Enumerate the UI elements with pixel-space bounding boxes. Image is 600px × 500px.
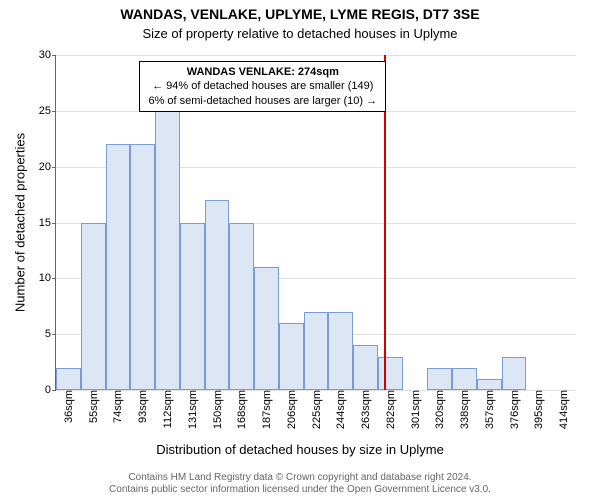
chart-subtitle: Size of property relative to detached ho… <box>0 26 600 41</box>
histogram-bar <box>427 368 452 390</box>
histogram-bar <box>130 144 155 390</box>
y-tick-label: 25 <box>39 105 56 117</box>
y-axis-label: Number of detached properties <box>13 122 28 322</box>
histogram-bar <box>254 267 279 390</box>
x-tick-label: 93sqm <box>135 390 149 423</box>
x-tick-label: 282sqm <box>383 390 397 429</box>
histogram-bar <box>56 368 81 390</box>
y-tick-label: 10 <box>39 272 56 284</box>
x-tick-label: 263sqm <box>358 390 372 429</box>
annotation-title: WANDAS VENLAKE: 274sqm <box>148 65 377 79</box>
x-axis-label: Distribution of detached houses by size … <box>0 442 600 457</box>
y-tick-label: 5 <box>45 328 56 340</box>
histogram-bar <box>205 200 230 390</box>
x-tick-label: 357sqm <box>482 390 496 429</box>
x-tick-label: 168sqm <box>234 390 248 429</box>
histogram-bar <box>452 368 477 390</box>
plot-area: 05101520253036sqm55sqm74sqm93sqm112sqm13… <box>55 55 576 391</box>
histogram-bar <box>81 223 106 391</box>
x-tick-label: 395sqm <box>531 390 545 429</box>
x-tick-label: 225sqm <box>309 390 323 429</box>
histogram-bar <box>328 312 353 390</box>
x-tick-label: 414sqm <box>556 390 570 429</box>
x-tick-label: 301sqm <box>408 390 422 429</box>
x-tick-label: 206sqm <box>284 390 298 429</box>
annotation-line: ← 94% of detached houses are smaller (14… <box>148 79 377 93</box>
footer-line2: Contains public sector information licen… <box>0 484 600 496</box>
x-tick-label: 36sqm <box>61 390 75 423</box>
histogram-bar <box>180 223 205 391</box>
histogram-bar <box>477 379 502 390</box>
annotation-box: WANDAS VENLAKE: 274sqm← 94% of detached … <box>139 61 386 112</box>
histogram-bar <box>304 312 329 390</box>
x-tick-label: 150sqm <box>210 390 224 429</box>
x-tick-label: 244sqm <box>333 390 347 429</box>
y-tick-label: 20 <box>39 161 56 173</box>
y-tick-label: 15 <box>39 217 56 229</box>
histogram-bar <box>106 144 131 390</box>
histogram-bar <box>279 323 304 390</box>
x-tick-label: 131sqm <box>185 390 199 429</box>
histogram-bar <box>155 111 180 390</box>
x-tick-label: 74sqm <box>110 390 124 423</box>
x-tick-label: 187sqm <box>259 390 273 429</box>
x-tick-label: 112sqm <box>160 390 174 428</box>
histogram-bar <box>502 357 527 391</box>
chart-title: WANDAS, VENLAKE, UPLYME, LYME REGIS, DT7… <box>0 6 600 22</box>
x-tick-label: 320sqm <box>432 390 446 429</box>
x-tick-label: 55sqm <box>86 390 100 423</box>
y-tick-label: 0 <box>45 384 56 396</box>
histogram-bar <box>378 357 403 391</box>
chart-container: WANDAS, VENLAKE, UPLYME, LYME REGIS, DT7… <box>0 0 600 500</box>
histogram-bar <box>229 223 254 391</box>
footer-line1: Contains HM Land Registry data © Crown c… <box>0 472 600 484</box>
gridline <box>56 55 576 56</box>
x-tick-label: 338sqm <box>457 390 471 429</box>
footer: Contains HM Land Registry data © Crown c… <box>0 472 600 496</box>
histogram-bar <box>353 345 378 390</box>
x-tick-label: 376sqm <box>507 390 521 429</box>
y-tick-label: 30 <box>39 49 56 61</box>
annotation-line: 6% of semi-detached houses are larger (1… <box>148 94 377 108</box>
